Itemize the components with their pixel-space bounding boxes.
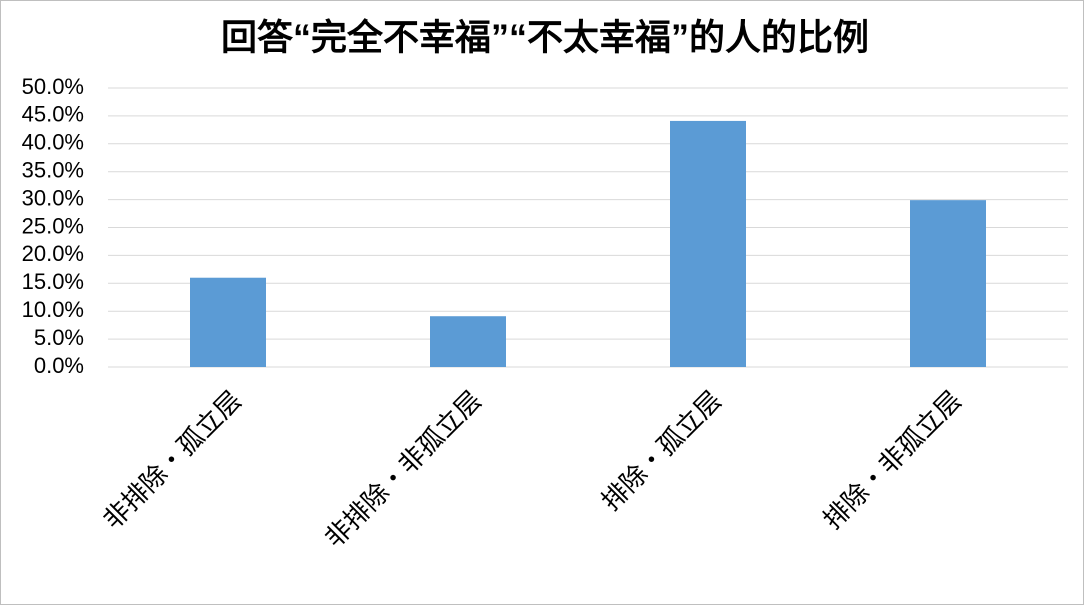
y-tick-label: 5.0% <box>34 325 84 350</box>
chart-title: 回答“完全不幸福”“不太幸福”的人的比例 <box>221 17 869 58</box>
y-tick-label: 35.0% <box>22 158 84 183</box>
y-tick-label: 0.0% <box>34 353 84 378</box>
y-tick-label: 30.0% <box>22 185 84 210</box>
y-tick-label: 25.0% <box>22 213 84 238</box>
bar <box>670 120 746 367</box>
bar <box>430 316 506 367</box>
y-tick-label: 45.0% <box>22 102 84 127</box>
y-tick-label: 40.0% <box>22 130 84 155</box>
bar <box>910 200 986 367</box>
y-tick-label: 15.0% <box>22 269 84 294</box>
y-tick-label: 10.0% <box>22 297 84 322</box>
y-tick-label: 20.0% <box>22 241 84 266</box>
y-tick-label: 50.0% <box>22 74 84 99</box>
bar <box>190 277 266 367</box>
